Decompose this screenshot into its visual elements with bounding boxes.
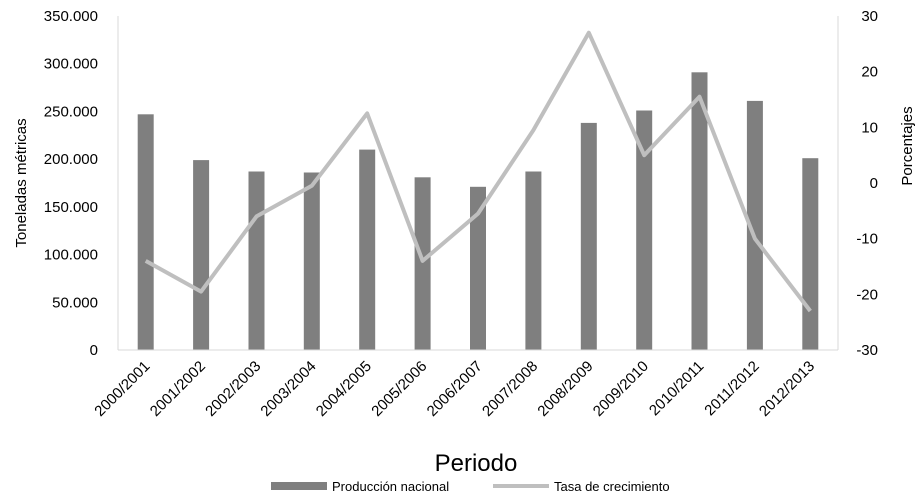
- right-tick-labels: 30 20 10 0 -10 -20 -30: [856, 8, 878, 359]
- x-tick-label: 2011/2012: [701, 358, 762, 419]
- legend-label-growth: Tasa de crecimiento: [554, 479, 670, 494]
- x-tick-label: 2007/2008: [479, 358, 541, 420]
- legend-label-production: Producción nacional: [332, 479, 449, 494]
- y2-tick-label: 20: [861, 64, 878, 81]
- bar-2011-2012: [746, 100, 763, 351]
- y2-tick-label: 30: [861, 8, 878, 25]
- y-tick-label: 350.000: [44, 8, 98, 25]
- bar-2008-2009: [580, 122, 597, 351]
- bar-2005-2006: [414, 177, 431, 350]
- y-tick-label: 100.000: [44, 247, 98, 264]
- y-tick-label: 300.000: [44, 56, 98, 73]
- bar-2010-2011: [691, 72, 708, 351]
- legend-swatch-production: [271, 482, 327, 490]
- x-tick-label: 2006/2007: [424, 358, 486, 420]
- x-tick-label: 2002/2003: [202, 358, 264, 420]
- bar-2003-2004: [303, 172, 320, 350]
- y-tick-label: 50.000: [52, 294, 98, 311]
- y2-tick-label: -20: [856, 286, 878, 303]
- bar-2001-2002: [193, 160, 210, 350]
- bars-group: [137, 72, 819, 351]
- bar-2007-2008: [525, 171, 542, 350]
- x-tick-label: 2005/2006: [368, 358, 430, 420]
- legend: Producción nacional Tasa de crecimiento: [271, 479, 670, 494]
- bar-2004-2005: [359, 149, 376, 350]
- x-tick-labels: 2000/20012001/20022002/20032003/20042004…: [91, 358, 818, 420]
- x-tick-label: 2001/2002: [147, 358, 209, 420]
- y2-tick-label: -10: [856, 231, 878, 248]
- y2-tick-label: 10: [861, 119, 878, 136]
- y-tick-label: 0: [90, 342, 98, 359]
- y2-tick-label: 0: [870, 175, 878, 192]
- x-tick-label: 2008/2009: [534, 358, 596, 420]
- bar-2006-2007: [470, 186, 486, 350]
- x-tick-label: 2004/2005: [313, 358, 375, 420]
- x-tick-label: 2009/2010: [590, 358, 652, 420]
- x-tick-label: 2000/2001: [91, 358, 153, 420]
- y-tick-label: 250.000: [44, 103, 98, 120]
- growth-rate-line: [144, 30, 812, 313]
- y-axis-title: Toneladas métricas: [13, 118, 30, 247]
- bar-2002-2003: [248, 171, 265, 350]
- bar-2009-2010: [636, 110, 653, 350]
- x-tick-label: 2012/2013: [756, 358, 818, 420]
- left-tick-labels: 350.000 300.000 250.000 200.000 150.000 100.0…: [44, 8, 98, 359]
- y2-tick-label: -30: [856, 342, 878, 359]
- y-tick-label: 150.000: [44, 199, 98, 216]
- x-tick-label: 2003/2004: [257, 358, 319, 420]
- y2-axis-title: Porcentajes: [899, 106, 916, 185]
- y-tick-label: 200.000: [44, 151, 98, 168]
- x-axis-title: Periodo: [435, 450, 518, 477]
- bar-2000-2001: [137, 114, 154, 350]
- bar-2012-2013: [802, 158, 819, 350]
- x-tick-label: 2010/2011: [646, 358, 707, 419]
